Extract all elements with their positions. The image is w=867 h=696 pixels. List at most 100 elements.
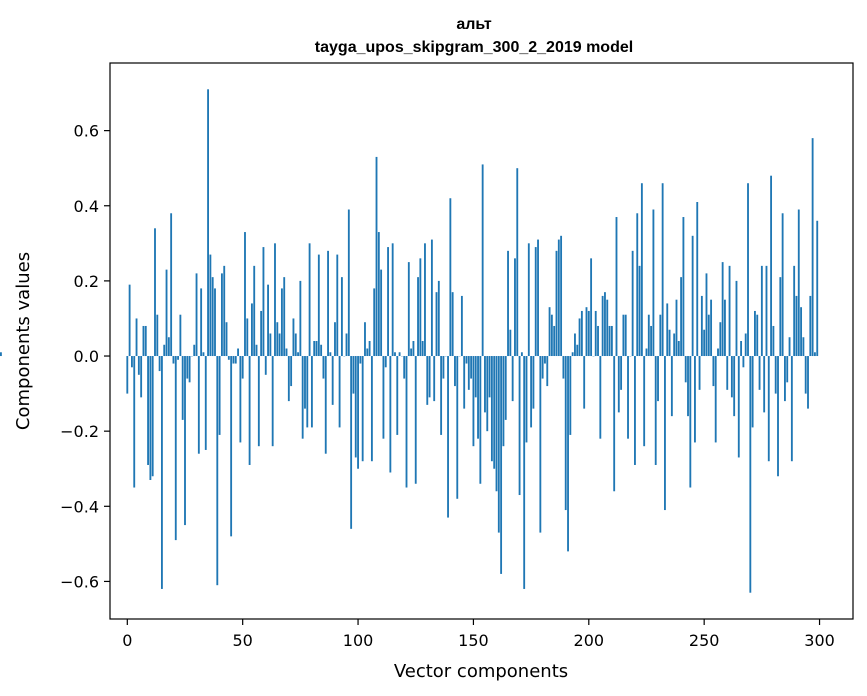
bar [631,250,634,357]
bar [294,333,297,357]
bar [320,344,323,357]
bar [163,344,166,357]
bar [327,250,329,357]
bar [267,284,269,357]
bar [779,277,782,357]
bar [264,356,267,375]
bar [195,273,198,357]
bar [541,356,544,379]
x-tick-label: 0 [122,631,132,650]
y-tick-label: 0.0 [74,347,99,366]
bar [659,314,662,357]
y-axis-label: Components values [13,252,34,430]
bar [744,333,747,357]
bar [670,356,673,417]
bar [435,292,438,357]
plot-frame [109,62,854,620]
bar [599,356,602,439]
bar [576,344,579,357]
bar [451,292,454,357]
bar [772,325,775,357]
bar [232,356,235,364]
bar [250,303,253,357]
bar [816,220,819,357]
bar [276,322,279,357]
bar [133,356,136,488]
chart-subtitle: tayga_upos_skipgram_300_2_2019 model [315,39,633,56]
bar [675,299,678,357]
bar [447,356,449,518]
bar [696,202,699,357]
bar [253,265,256,357]
bar [370,356,373,462]
bar [788,337,791,357]
bar [193,344,196,357]
bar [479,356,482,484]
bar [456,356,459,499]
bar [156,314,159,357]
bar [514,258,516,357]
bar [324,356,327,454]
bar [165,269,168,357]
bar [375,156,378,357]
bar [594,310,597,357]
bar [172,356,175,364]
bar [726,356,729,390]
bar [534,247,537,357]
bar [338,356,341,428]
y-tick-label: 0.2 [74,272,99,291]
bar [574,333,576,357]
bar [149,356,152,480]
bar [509,329,512,357]
x-tick-label: 50 [232,631,252,650]
bar [735,280,738,357]
bar [578,318,581,357]
bar [811,138,814,357]
bar [504,356,507,420]
bar [557,239,560,357]
bar [613,356,616,492]
bar [673,333,676,357]
bar [391,243,394,357]
y-tick-label: 0.6 [74,122,99,141]
bar [647,314,650,357]
bar [555,250,558,357]
bar [571,352,574,357]
bar [449,198,452,357]
y-tick-label: −0.4 [60,497,99,516]
bar [634,356,636,465]
bar [560,235,563,357]
bar [396,356,399,435]
bar [426,356,429,405]
bar [703,329,706,357]
bar [548,307,551,357]
bar [767,356,770,462]
bar [730,356,733,398]
bar [204,356,207,450]
bar [454,356,456,387]
bar [481,164,484,357]
bar [643,356,646,447]
bar [359,356,362,364]
bar [493,356,496,469]
bar [313,341,316,357]
bar [389,356,392,473]
bar [705,273,708,357]
bar [271,356,274,447]
bar [532,356,535,409]
y-tick-label: 0.4 [74,197,99,216]
bar [784,356,786,402]
bar [407,262,410,357]
bar [269,333,272,357]
bar [237,348,239,357]
bar [698,356,701,390]
bar [754,310,756,357]
bar [262,247,265,357]
bar [239,356,242,443]
bar [546,356,549,387]
bar [638,265,641,357]
bar [797,209,800,357]
x-tick-label: 250 [689,631,720,650]
bar [733,356,736,417]
bar [412,341,415,357]
